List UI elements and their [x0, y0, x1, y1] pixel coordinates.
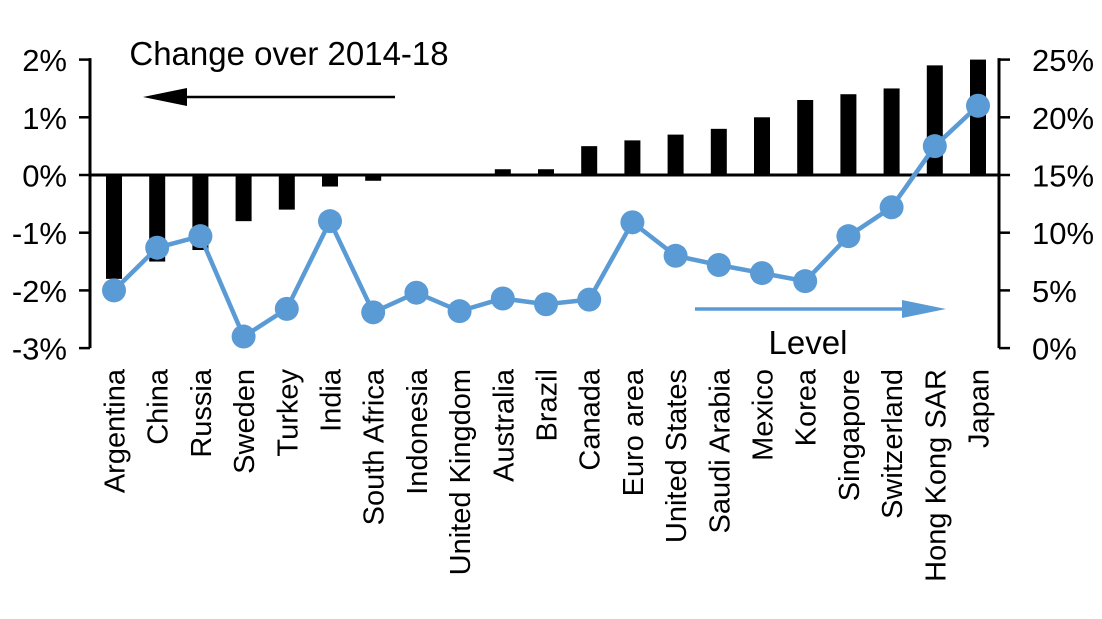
category-label-Singapore: Singapore — [834, 369, 866, 501]
category-label-United States: United States — [661, 369, 693, 543]
level-dot-Hong Kong SAR — [922, 134, 947, 159]
left-axis-tick-label: -1% — [12, 216, 67, 251]
left-arrow-icon — [143, 88, 187, 106]
level-dot-Switzerland — [879, 195, 904, 220]
level-dot-Brazil — [534, 292, 558, 317]
right-axis-tick-label: 5% — [1032, 274, 1077, 309]
category-label-Saudi Arabia: Saudi Arabia — [704, 368, 736, 533]
bar-Mexico — [754, 117, 770, 175]
level-dot-United States — [663, 243, 688, 268]
right-axis-tick-label: 10% — [1032, 216, 1094, 251]
level-dot-Turkey — [274, 296, 299, 321]
level-dot-Australia — [490, 286, 515, 311]
category-label-Japan: Japan — [964, 369, 996, 448]
left-axis-tick-label: -3% — [12, 332, 67, 367]
level-dot-South Africa — [361, 300, 386, 325]
category-label-Canada: Canada — [575, 368, 607, 470]
category-label-South Africa: South Africa — [359, 368, 391, 525]
level-dot-Korea — [793, 269, 818, 294]
category-label-India: India — [316, 368, 348, 432]
bar-Hong Kong SAR — [926, 65, 943, 175]
category-label-Mexico: Mexico — [748, 369, 780, 461]
bar-Turkey — [278, 175, 295, 210]
right-axis-tick-label: 0% — [1032, 332, 1077, 367]
level-dot-Indonesia — [404, 280, 429, 305]
bar-South Africa — [365, 175, 382, 181]
category-label-Turkey: Turkey — [272, 369, 304, 457]
bar-Canada — [581, 146, 598, 175]
level-dot-Japan — [966, 93, 990, 118]
bar-Singapore — [840, 94, 857, 175]
category-label-Russia: Russia — [186, 368, 218, 458]
category-label-China: China — [143, 368, 175, 445]
bar-United States — [667, 134, 684, 175]
bar-Brazil — [538, 169, 554, 175]
level-dot-Euro area — [620, 210, 645, 235]
bar-Saudi Arabia — [710, 128, 727, 175]
right-axis-tick-label: 15% — [1032, 159, 1094, 194]
category-label-Sweden: Sweden — [229, 369, 261, 474]
bar-Sweden — [235, 175, 252, 222]
right-axis-tick-label: 20% — [1032, 101, 1094, 136]
level-dot-Mexico — [750, 261, 774, 286]
bar-India — [322, 175, 338, 187]
series-label-level: Level — [768, 324, 848, 361]
left-axis-tick-label: 1% — [22, 101, 67, 136]
bar-Argentina — [106, 175, 122, 279]
level-dot-Russia — [188, 224, 213, 249]
right-axis-tick-label: 25% — [1032, 43, 1094, 78]
left-axis-tick-label: 0% — [22, 159, 67, 194]
category-label-United Kingdom: United Kingdom — [445, 369, 477, 575]
category-label-Indonesia: Indonesia — [402, 368, 434, 495]
level-dot-Sweden — [231, 324, 256, 349]
category-label-Euro area: Euro area — [618, 368, 650, 496]
level-dot-Argentina — [102, 278, 126, 303]
right-arrow-icon — [902, 300, 946, 318]
category-label-Switzerland: Switzerland — [877, 369, 909, 519]
category-label-Argentina: Argentina — [100, 368, 132, 493]
series-label-change: Change over 2014-18 — [129, 35, 449, 72]
category-label-Hong Kong SAR: Hong Kong SAR — [920, 369, 952, 582]
bar-Euro area — [624, 140, 641, 175]
category-label-Australia: Australia — [488, 368, 520, 482]
left-axis-tick-label: 2% — [22, 43, 67, 78]
level-dot-India — [318, 209, 342, 234]
level-dot-China — [145, 235, 170, 260]
level-dot-Saudi Arabia — [706, 253, 731, 278]
bar-Korea — [797, 99, 814, 175]
bar-Australia — [494, 169, 511, 175]
level-dot-Singapore — [836, 224, 861, 249]
level-dot-Canada — [577, 287, 602, 312]
category-label-Korea: Korea — [791, 368, 823, 446]
left-axis-tick-label: -2% — [12, 274, 67, 309]
level-dot-United Kingdom — [447, 299, 472, 324]
bar-Switzerland — [883, 88, 900, 175]
category-label-Brazil: Brazil — [532, 369, 564, 442]
